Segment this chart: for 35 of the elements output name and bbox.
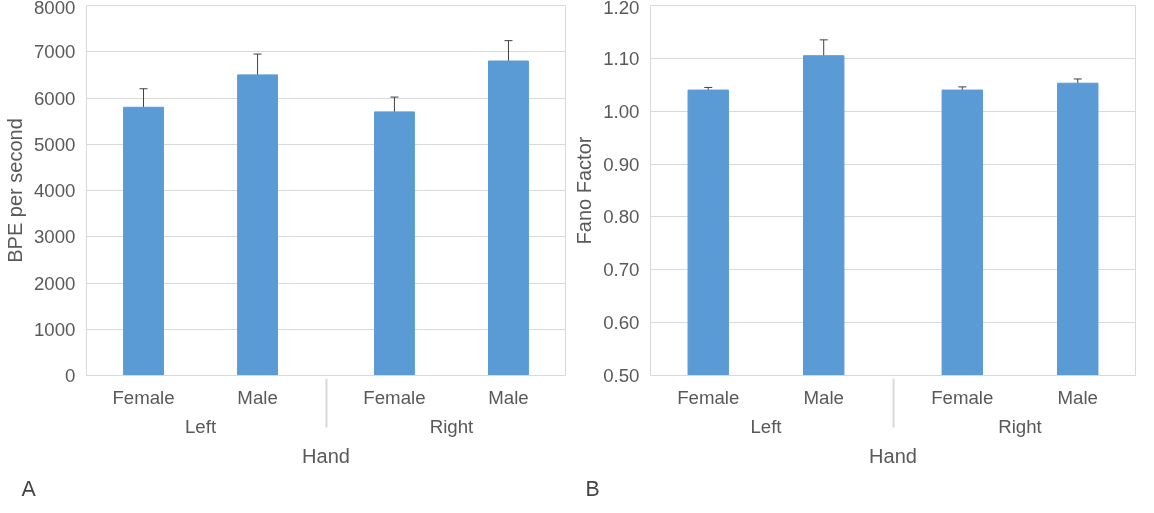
y-axis-title: BPE per second	[4, 118, 26, 263]
y-tick-label: 6000	[34, 87, 76, 109]
text: A	[21, 476, 37, 501]
x-tick-label: Male	[237, 386, 278, 408]
y-tick-label: 8000	[34, 0, 76, 18]
x-tick-label: Male	[1057, 386, 1098, 408]
text: Left	[750, 415, 783, 437]
x-axis-title: Hand	[302, 444, 350, 467]
x-tick-label: Female	[363, 386, 426, 408]
x-tick-label: Male	[803, 386, 844, 408]
y-tick-label: 0.90	[603, 153, 640, 175]
text: Right	[429, 415, 475, 437]
x-tick-label: Female	[931, 386, 994, 408]
y-tick-label: 1.20	[603, 0, 640, 18]
y-tick-label: 1.10	[603, 47, 640, 69]
x-tick-label: Female	[677, 386, 740, 408]
text: B	[585, 476, 600, 501]
text: Right	[998, 415, 1043, 437]
text: Left	[184, 415, 217, 437]
y-tick-label: 7000	[34, 41, 76, 63]
y-tick-label: 1.00	[603, 100, 640, 122]
x-axis-title: Hand	[869, 444, 917, 467]
y-tick-label: 0.50	[603, 365, 640, 386]
y-tick-label: 5000	[34, 133, 76, 155]
y-tick-label: 2000	[34, 272, 76, 294]
y-tick-label: 0.70	[603, 259, 640, 281]
y-tick-label: 0.60	[603, 312, 640, 334]
y-tick-label: 0.80	[603, 206, 640, 228]
x-tick-label: Male	[488, 386, 529, 408]
y-tick-label: 3000	[34, 226, 76, 248]
y-axis-title: Fano Factor	[573, 136, 596, 245]
y-tick-label: 4000	[34, 180, 76, 201]
x-tick-label: Female	[112, 386, 175, 408]
y-tick-label: 1000	[34, 318, 76, 340]
y-tick-label: 0	[65, 365, 76, 386]
